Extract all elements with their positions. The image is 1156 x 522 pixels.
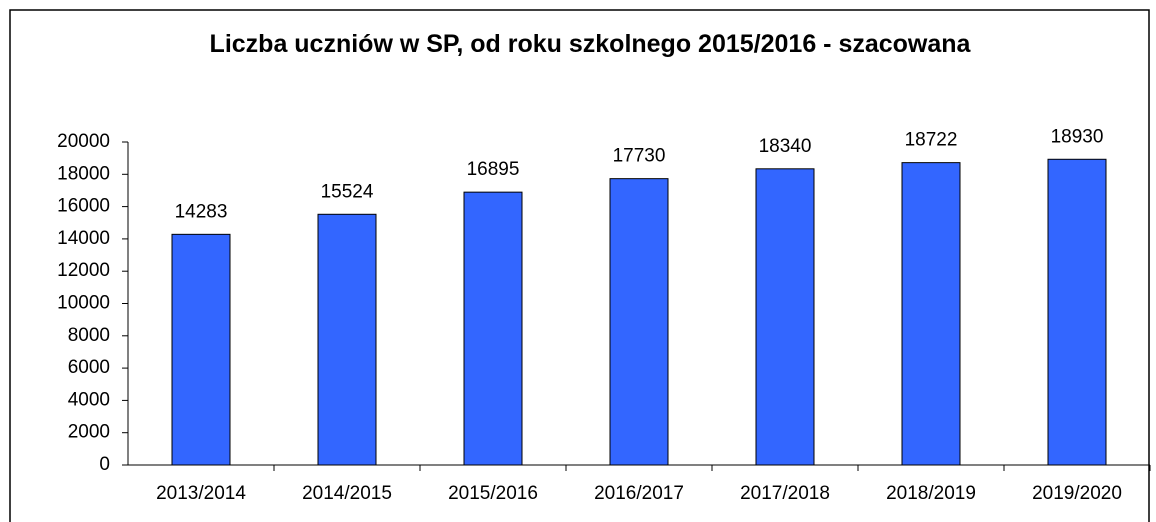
y-tick-label: 0 xyxy=(99,454,110,475)
x-tick-label: 2014/2015 xyxy=(302,483,392,504)
data-label: 16895 xyxy=(467,159,520,180)
y-tick-label: 6000 xyxy=(68,357,110,378)
data-label: 18722 xyxy=(905,130,958,151)
y-tick-label: 2000 xyxy=(68,422,110,443)
y-tick-label: 4000 xyxy=(68,389,110,410)
x-tick-label: 2015/2016 xyxy=(448,483,538,504)
data-label: 18930 xyxy=(1051,126,1104,147)
bar xyxy=(463,191,523,466)
chart-frame xyxy=(9,9,1150,522)
y-tick-label: 14000 xyxy=(57,228,110,249)
y-tick-label: 8000 xyxy=(68,325,110,346)
y-tick-label: 10000 xyxy=(57,293,110,314)
y-tick-label: 16000 xyxy=(57,196,110,217)
x-tick-label: 2018/2019 xyxy=(886,483,976,504)
chart-title: Liczba uczniów w SP, od roku szkolnego 2… xyxy=(209,30,971,58)
bar xyxy=(171,233,231,466)
bar xyxy=(1047,158,1107,466)
x-tick-label: 2013/2014 xyxy=(156,483,246,504)
y-tick-label: 12000 xyxy=(57,260,110,281)
data-label: 15524 xyxy=(321,181,374,202)
bar xyxy=(755,168,815,466)
bar xyxy=(901,162,961,466)
data-label: 18340 xyxy=(759,136,812,157)
y-tick-label: 20000 xyxy=(57,131,110,152)
x-tick-label: 2019/2020 xyxy=(1032,483,1122,504)
x-tick-label: 2016/2017 xyxy=(594,483,684,504)
x-tick-label: 2017/2018 xyxy=(740,483,830,504)
bar xyxy=(609,178,669,466)
bar xyxy=(317,213,377,466)
data-label: 14283 xyxy=(175,201,228,222)
y-tick-label: 18000 xyxy=(57,163,110,184)
data-label: 17730 xyxy=(613,146,666,167)
